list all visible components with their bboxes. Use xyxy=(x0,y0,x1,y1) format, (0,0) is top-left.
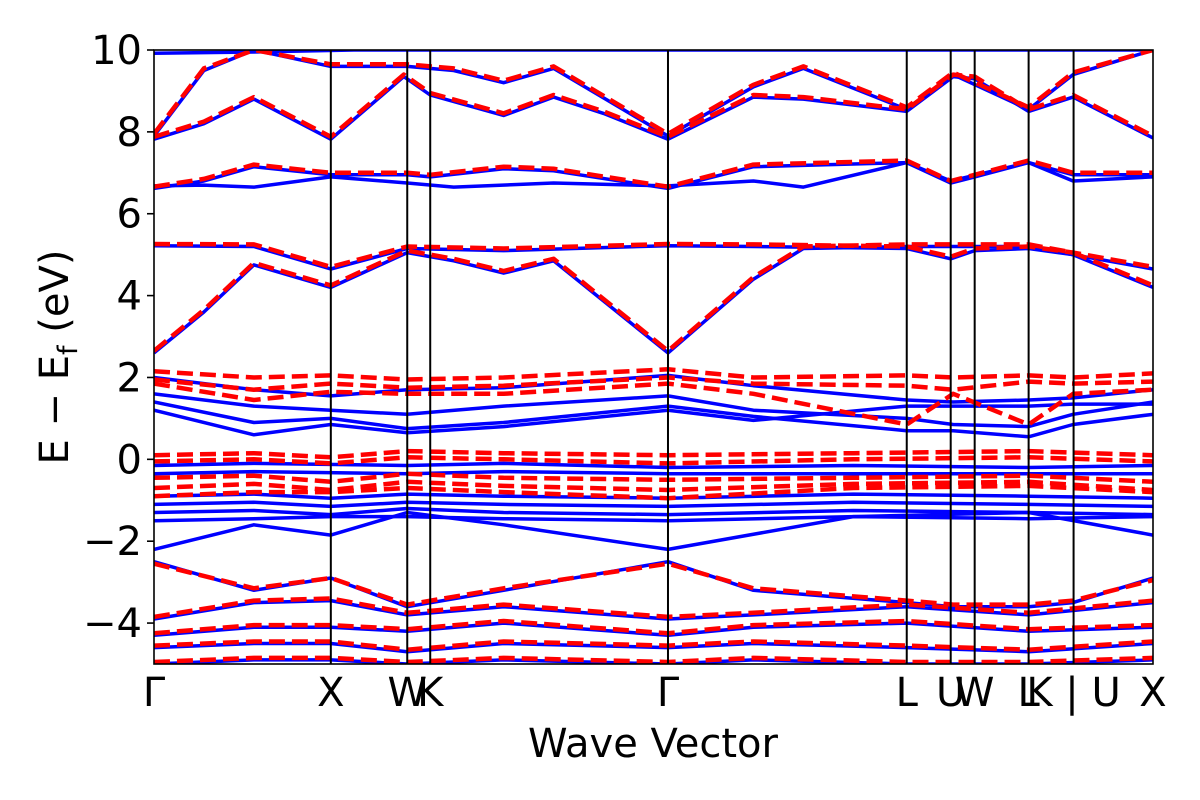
x-tick-label: Γ xyxy=(143,670,166,716)
y-axis-label-subscript: f xyxy=(53,344,84,355)
x-tick-label: X xyxy=(317,670,344,716)
y-axis-label: E − Ef (eV) xyxy=(32,250,84,465)
solid-band-line-11 xyxy=(154,461,1153,470)
dashed-band-line-5 xyxy=(154,367,1153,382)
dashed-band-line-12 xyxy=(154,483,1153,501)
dashed-band-line-10 xyxy=(154,471,1153,485)
y-tick-label: −4 xyxy=(83,601,142,647)
y-tick-label: 6 xyxy=(117,192,142,238)
y-tick-label: 0 xyxy=(117,437,142,483)
solid-band-line-17 xyxy=(154,510,1153,552)
x-tick-label: Γ xyxy=(657,670,680,716)
dashed-band-line-17 xyxy=(154,655,1153,664)
solid-band-line-10 xyxy=(154,402,1153,437)
solid-band-line-9 xyxy=(154,400,1153,439)
dashed-band-line-8 xyxy=(154,448,1153,460)
x-tick-label: K xyxy=(417,670,445,716)
x-tick-label: W xyxy=(955,670,995,716)
y-tick-label: 2 xyxy=(117,355,142,401)
bands-layer xyxy=(154,50,1153,664)
x-tick-label: L xyxy=(896,670,919,716)
solid-band-line-8 xyxy=(154,392,1153,429)
solid-band-line-12 xyxy=(154,469,1153,476)
x-tick-label: X xyxy=(1139,670,1166,716)
dashed-band-line-1 xyxy=(154,50,1153,137)
dashed-band-line-13 xyxy=(154,561,1153,607)
solid-band-line-15 xyxy=(154,506,1153,517)
y-tick-label: 4 xyxy=(117,274,142,320)
x-tick-label: U xyxy=(936,670,965,716)
solid-band-line-14 xyxy=(154,500,1153,509)
y-axis-ticks: −4 −2 0 2 4 6 8 10 xyxy=(83,28,154,647)
y-tick-label: 10 xyxy=(91,28,142,74)
x-tick-label: K | U xyxy=(1026,670,1120,716)
solid-band-line-16 xyxy=(154,514,1153,523)
dashed-band-line-14 xyxy=(154,596,1153,620)
dashed-band-line-16 xyxy=(154,639,1153,652)
x-tick-label: L xyxy=(1017,670,1040,716)
solid-band-line-13 xyxy=(154,492,1153,500)
y-tick-label: 8 xyxy=(117,110,142,156)
dashed-band-line-15 xyxy=(154,618,1153,636)
y-axis-label-unit: (eV) xyxy=(32,250,78,346)
x-tick-label: W xyxy=(387,670,427,716)
y-axis-label-main: E − E xyxy=(32,355,78,465)
dashed-band-line-11 xyxy=(154,479,1153,493)
kpoint-lines xyxy=(329,50,1075,664)
y-tick-label: −2 xyxy=(83,519,142,565)
dashed-band-line-9 xyxy=(154,455,1153,466)
x-axis-label: Wave Vector xyxy=(528,721,779,767)
dashed-band-line-6 xyxy=(154,375,1153,392)
plot-frame xyxy=(153,49,1154,665)
dashed-band-line-7 xyxy=(154,381,1153,427)
dashed-band-line-2 xyxy=(154,158,1153,189)
dashed-band-line-4 xyxy=(154,242,1153,354)
dashed-band-line-0 xyxy=(154,72,1153,140)
